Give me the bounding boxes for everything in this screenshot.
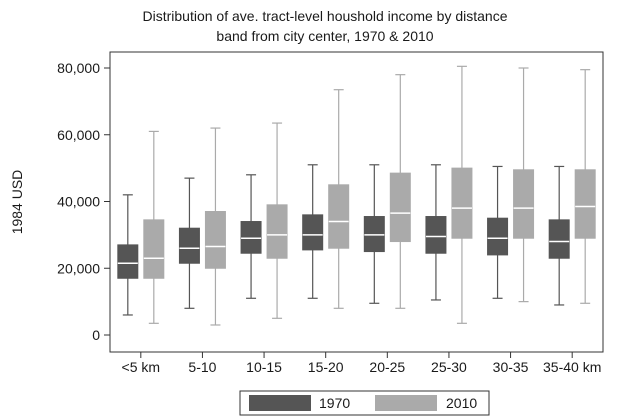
box-2010-3: [328, 89, 350, 309]
legend-swatch-2010: [375, 395, 437, 411]
box-iqr: [178, 227, 200, 264]
box-1970-4: [363, 164, 385, 304]
box-2010-4: [389, 74, 411, 309]
box-2010-5: [451, 65, 473, 324]
box-iqr: [240, 221, 262, 254]
box-iqr: [143, 219, 165, 279]
x-tick-label: 30-35: [493, 359, 529, 375]
box-iqr: [425, 216, 447, 254]
x-tick-label: <5 km: [122, 359, 161, 375]
x-tick-label: 5-10: [188, 359, 216, 375]
box-iqr: [266, 204, 288, 259]
box-1970-5: [425, 164, 447, 301]
x-tick-label: 25-30: [431, 359, 467, 375]
box-1970-2: [240, 174, 262, 299]
box-iqr: [548, 219, 570, 259]
y-tick-label: 80,000: [57, 60, 100, 76]
box-iqr: [302, 214, 324, 251]
box-2010-0: [143, 130, 165, 324]
box-iqr: [389, 172, 411, 243]
y-tick-label: 20,000: [57, 260, 100, 276]
box-2010-1: [204, 127, 226, 326]
box-iqr: [451, 167, 473, 239]
box-1970-0: [117, 194, 139, 316]
box-iqr: [513, 169, 535, 239]
y-tick-label: 40,000: [57, 194, 100, 210]
x-tick-label: 20-25: [369, 359, 405, 375]
box-1970-1: [178, 177, 200, 309]
legend-swatch-1970: [249, 395, 311, 411]
chart-title-line-1: Distribution of ave. tract-level houshol…: [143, 8, 508, 24]
box-1970-3: [302, 164, 324, 299]
box-2010-2: [266, 122, 288, 319]
box-iqr: [204, 211, 226, 269]
box-iqr: [363, 216, 385, 253]
x-tick-label: 35-40 km: [543, 359, 601, 375]
box-2010-6: [513, 67, 535, 303]
y-axis-label: 1984 USD: [9, 170, 25, 235]
box-iqr: [574, 169, 596, 239]
x-tick-label: 15-20: [308, 359, 344, 375]
box-2010-7: [574, 69, 596, 304]
plot-area: 0 20,000 40,000 60,000 80,000 <5 km 5-10 10-15 1…: [57, 51, 604, 375]
legend-label-1970: 1970: [319, 395, 350, 411]
legend: 1970 2010: [239, 390, 490, 416]
box-1970-6: [487, 165, 509, 299]
y-tick-label: 60,000: [57, 127, 100, 143]
box-1970-7: [548, 165, 570, 306]
legend-label-2010: 2010: [446, 395, 477, 411]
x-tick-label: 10-15: [246, 359, 282, 375]
y-tick-label: 0: [92, 327, 100, 343]
box-iqr: [328, 184, 350, 249]
box-iqr: [117, 244, 139, 279]
chart-title-line-2: band from city center, 1970 & 2010: [216, 28, 433, 44]
box-iqr: [487, 217, 509, 256]
